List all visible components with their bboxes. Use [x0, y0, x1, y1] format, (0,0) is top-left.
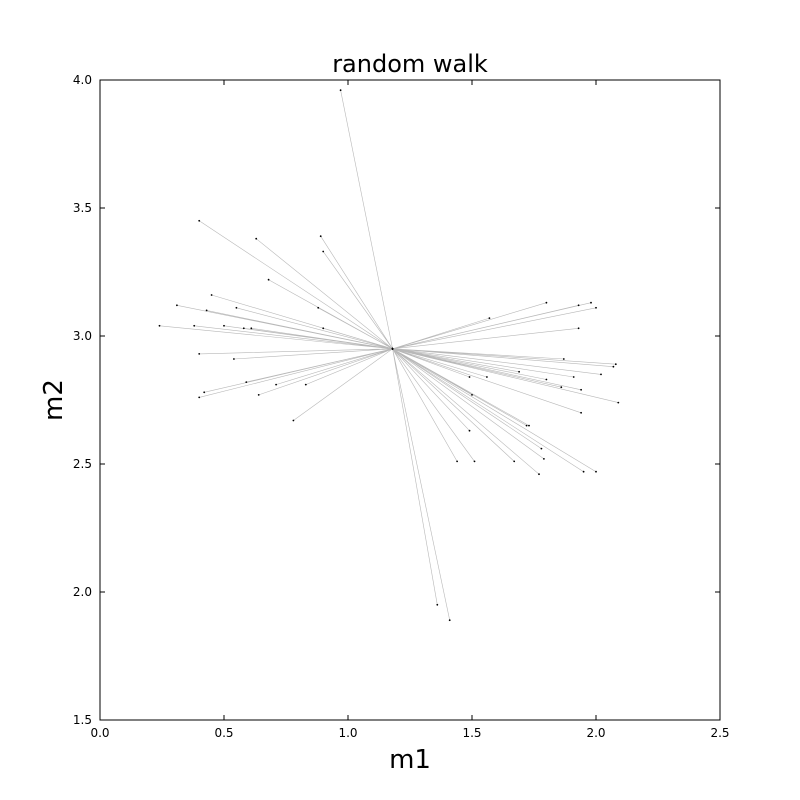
walk-point [595, 306, 597, 309]
y-tick-label: 3.0 [73, 329, 92, 343]
walk-point [468, 376, 471, 378]
walk-point [257, 394, 260, 396]
walk-point [582, 470, 585, 473]
walk-point [488, 317, 491, 319]
walk-point [304, 383, 307, 386]
walk-point [513, 460, 516, 463]
walk-point [545, 301, 548, 304]
walk-point [339, 89, 342, 92]
y-tick-label: 2.5 [73, 457, 92, 471]
y-tick-label: 2.0 [73, 585, 92, 599]
walk-point [210, 294, 213, 296]
walk-point [267, 278, 270, 281]
walk-point [203, 391, 206, 394]
chart-title: random walk [332, 50, 488, 78]
walk-point [545, 378, 548, 381]
plot-frame [99, 79, 721, 721]
walk-point [580, 411, 582, 414]
walk-point [473, 460, 476, 463]
walk-point [600, 373, 602, 376]
x-axis-label: m1 [389, 745, 431, 775]
walk-point [577, 327, 580, 330]
walk-point [580, 388, 582, 391]
walk-point [245, 381, 248, 383]
walk-point [525, 424, 528, 427]
walk-point [317, 306, 320, 309]
walk-point [617, 401, 620, 404]
walk-point [486, 376, 488, 378]
walk-point [471, 394, 473, 396]
walk-point [205, 309, 208, 312]
y-tick-label: 3.5 [73, 201, 92, 215]
walk-line-0 [159, 90, 619, 621]
walk-point [560, 386, 563, 389]
walk-point [540, 447, 543, 450]
walk-point [436, 603, 439, 606]
walk-point [198, 396, 201, 399]
walk-point [233, 358, 235, 360]
walk-point [322, 250, 325, 253]
walk-point [235, 306, 238, 309]
walk-point [275, 383, 277, 386]
y-tick-label: 1.5 [73, 713, 92, 727]
walk-point [518, 370, 520, 373]
x-tick-label: 0.5 [214, 726, 233, 740]
walk-point [198, 353, 201, 355]
walk-point [223, 324, 225, 327]
x-tick-label: 2.5 [710, 726, 729, 740]
walk-point [456, 460, 458, 463]
walk-point [595, 470, 597, 473]
y-tick-label: 4.0 [73, 73, 92, 87]
walk-point [614, 363, 617, 366]
walk-point [543, 458, 545, 460]
walk-point [255, 237, 258, 240]
x-tick-label: 1.5 [462, 726, 481, 740]
walk-point [319, 235, 322, 238]
data-layer [158, 89, 620, 622]
walk-point [577, 304, 580, 307]
walk-point [158, 324, 161, 327]
walk-point [528, 424, 530, 427]
walk-point [250, 327, 253, 330]
tick-layer: 0.0 0.5 1.0 1.5 2.0 2.5 1.5 2.0 2.5 3.0 3.5 4.0 [73, 73, 730, 740]
walk-point [322, 327, 325, 330]
walk-point [242, 327, 245, 330]
walk-point [538, 473, 540, 476]
walk-point [391, 347, 394, 350]
x-tick-label: 2.0 [586, 726, 605, 740]
y-axis-label: m2 [39, 379, 69, 421]
walk-point [590, 301, 592, 304]
x-tick-label: 0.0 [90, 726, 109, 740]
x-tick-label: 1.0 [338, 726, 357, 740]
walk-point [468, 429, 471, 432]
walk-point [176, 304, 178, 307]
walk-point [612, 365, 615, 368]
walk-point [292, 419, 295, 422]
walk-point [572, 376, 575, 378]
walk-point [198, 219, 201, 222]
walk-point [448, 619, 451, 622]
walk-point [562, 358, 565, 360]
walk-point [193, 324, 196, 327]
